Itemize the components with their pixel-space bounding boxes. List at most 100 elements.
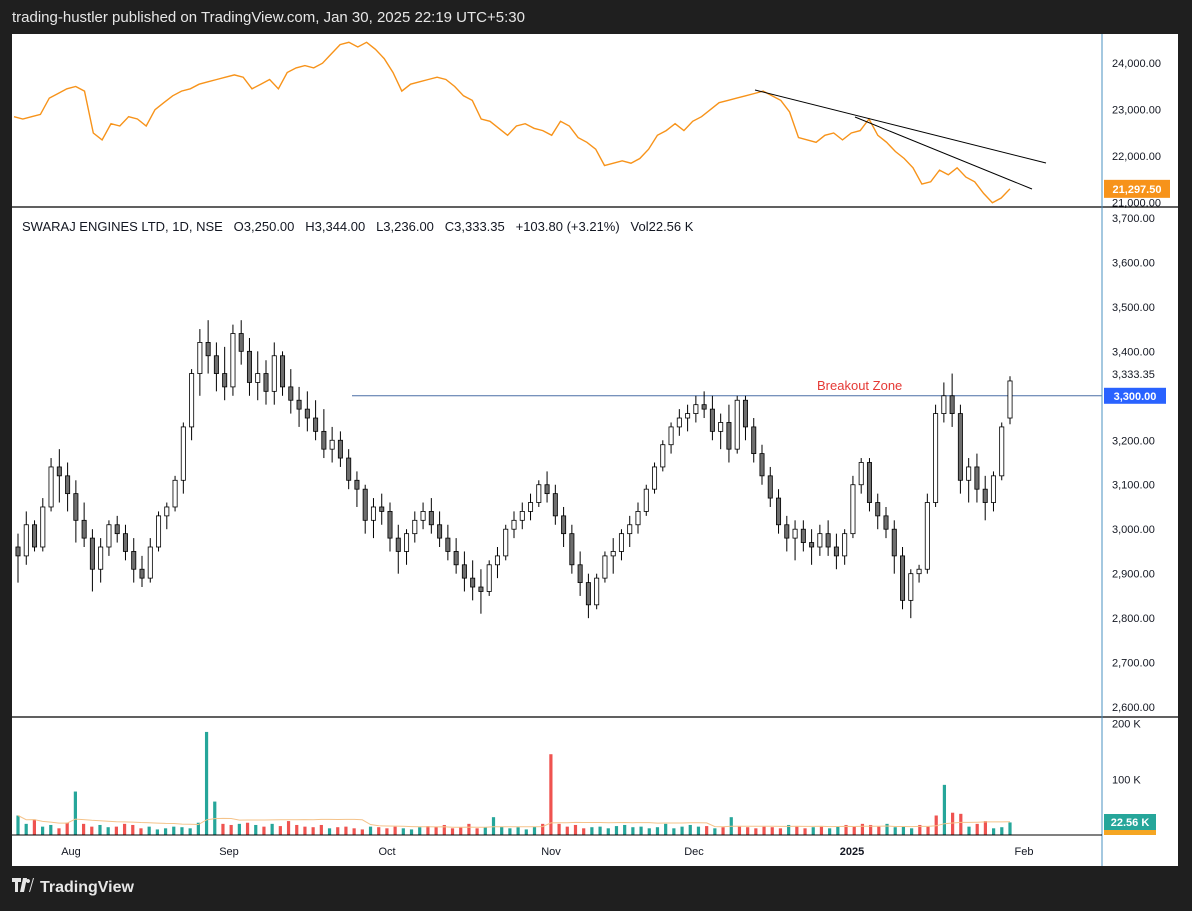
time-tick-label: Nov (541, 846, 561, 858)
candle-down (379, 506, 385, 512)
volume-bar-down (262, 826, 266, 835)
candle-up (610, 551, 616, 557)
high-value: H3,344.00 (305, 219, 366, 234)
candle-up (528, 502, 534, 512)
volume-bar-up (893, 827, 897, 835)
volume-bar-up (401, 828, 405, 835)
candle-up (197, 342, 203, 374)
volume-bar-down (959, 813, 963, 835)
candle-down (552, 493, 558, 517)
candle-down (65, 475, 71, 495)
volume-bar-up (590, 827, 594, 835)
candle-up (685, 413, 691, 419)
volume-bar-down (778, 828, 783, 835)
volume-bar-down (303, 826, 307, 835)
candle-up (511, 519, 517, 530)
volume-bar-up (639, 826, 643, 835)
volume-bar-up (106, 827, 110, 835)
volume-bar-down (557, 823, 561, 835)
volume-ma-badge (1104, 830, 1156, 835)
candle-up (98, 546, 104, 570)
candle-up (850, 484, 856, 535)
volume-bar-down (286, 821, 291, 835)
candle-up (652, 466, 658, 490)
volume-bar-up (655, 827, 660, 835)
volume-bar-down (459, 827, 463, 835)
index-line (13, 41, 1011, 204)
candle-up (503, 528, 509, 557)
candle-up (271, 355, 277, 392)
volume-bar-down (450, 828, 455, 835)
candle-up (370, 506, 376, 521)
candle-down (544, 484, 550, 495)
candle-up (40, 506, 46, 548)
volume-bar-up (524, 829, 528, 835)
chart-frame[interactable] (12, 34, 1178, 866)
volume-bar-up (16, 815, 20, 835)
candle-up (924, 502, 930, 570)
price-tick-label: 2,700.00 (1112, 658, 1155, 670)
candle-down (949, 395, 955, 414)
candle-down (577, 564, 583, 583)
candle-down (561, 515, 567, 535)
volume-bar-down (705, 826, 709, 835)
volume-bar-down (245, 822, 250, 835)
candle-up (180, 426, 186, 481)
volume-bar-up (204, 731, 209, 835)
volume-bar-up (418, 827, 422, 835)
index-tick-label: 24,000.00 (1112, 58, 1161, 70)
price-tick-label: 2,600.00 (1112, 702, 1155, 714)
volume-bar-up (647, 828, 651, 835)
price-pane: 3,700.00 3,600.00 3,500.00 3,400.00 3,300.00… (15, 213, 1166, 714)
volume-bar-down (737, 826, 742, 835)
candle-down (776, 497, 782, 526)
volume-bar-up (508, 828, 512, 835)
volume-bar-up (98, 824, 102, 835)
candle-down (296, 399, 302, 410)
candle-down (800, 528, 806, 543)
volume-bar-up (532, 826, 537, 835)
price-tick-label: 3,600.00 (1112, 257, 1155, 269)
volume-bar-up (942, 784, 947, 835)
candle-down (866, 462, 872, 503)
volume-bar-down (803, 828, 807, 835)
time-tick-label: Dec (684, 846, 704, 858)
volume-bar-up (172, 826, 176, 835)
volume-bar-up (188, 828, 192, 835)
volume-bar-down (360, 829, 364, 835)
price-tick-label: 3,100.00 (1112, 480, 1155, 492)
candle-down (81, 519, 87, 539)
candle-down (56, 466, 62, 477)
volume-bar-up (237, 823, 241, 835)
candle-down (569, 533, 575, 566)
candle-down (470, 577, 476, 588)
candle-down (89, 537, 95, 570)
candle-down (726, 422, 732, 450)
volume-bar-up (836, 826, 840, 835)
time-tick-label: 2025 (840, 846, 864, 858)
volume-bar-down (860, 823, 865, 835)
volume-bar-up (254, 824, 258, 835)
price-axis: Aug Sep Oct Nov Dec 2025 Feb (12, 34, 1178, 866)
volume-bar-up (614, 826, 619, 835)
candle-up (660, 444, 666, 468)
time-tick-label: Aug (61, 846, 81, 858)
tradingview-logo[interactable]: TradingView (12, 878, 134, 897)
level-badge (1104, 387, 1166, 404)
volume-bar-up (623, 824, 627, 835)
volume-bar-up (787, 824, 791, 835)
candle-down (585, 582, 591, 606)
candle-down (313, 417, 319, 432)
volume-bar-up (811, 827, 815, 835)
candle-down (701, 404, 707, 410)
close-value: C3,333.35 (444, 219, 505, 234)
candle-up (966, 466, 972, 481)
candle-down (833, 546, 839, 557)
volume-bar-down (319, 824, 323, 835)
volume-bar-down (983, 821, 988, 835)
candle-down (428, 511, 434, 526)
candle-up (172, 479, 178, 508)
volume-ma-line (17, 815, 1011, 828)
volume-tick-label: 100 K (1112, 774, 1141, 786)
